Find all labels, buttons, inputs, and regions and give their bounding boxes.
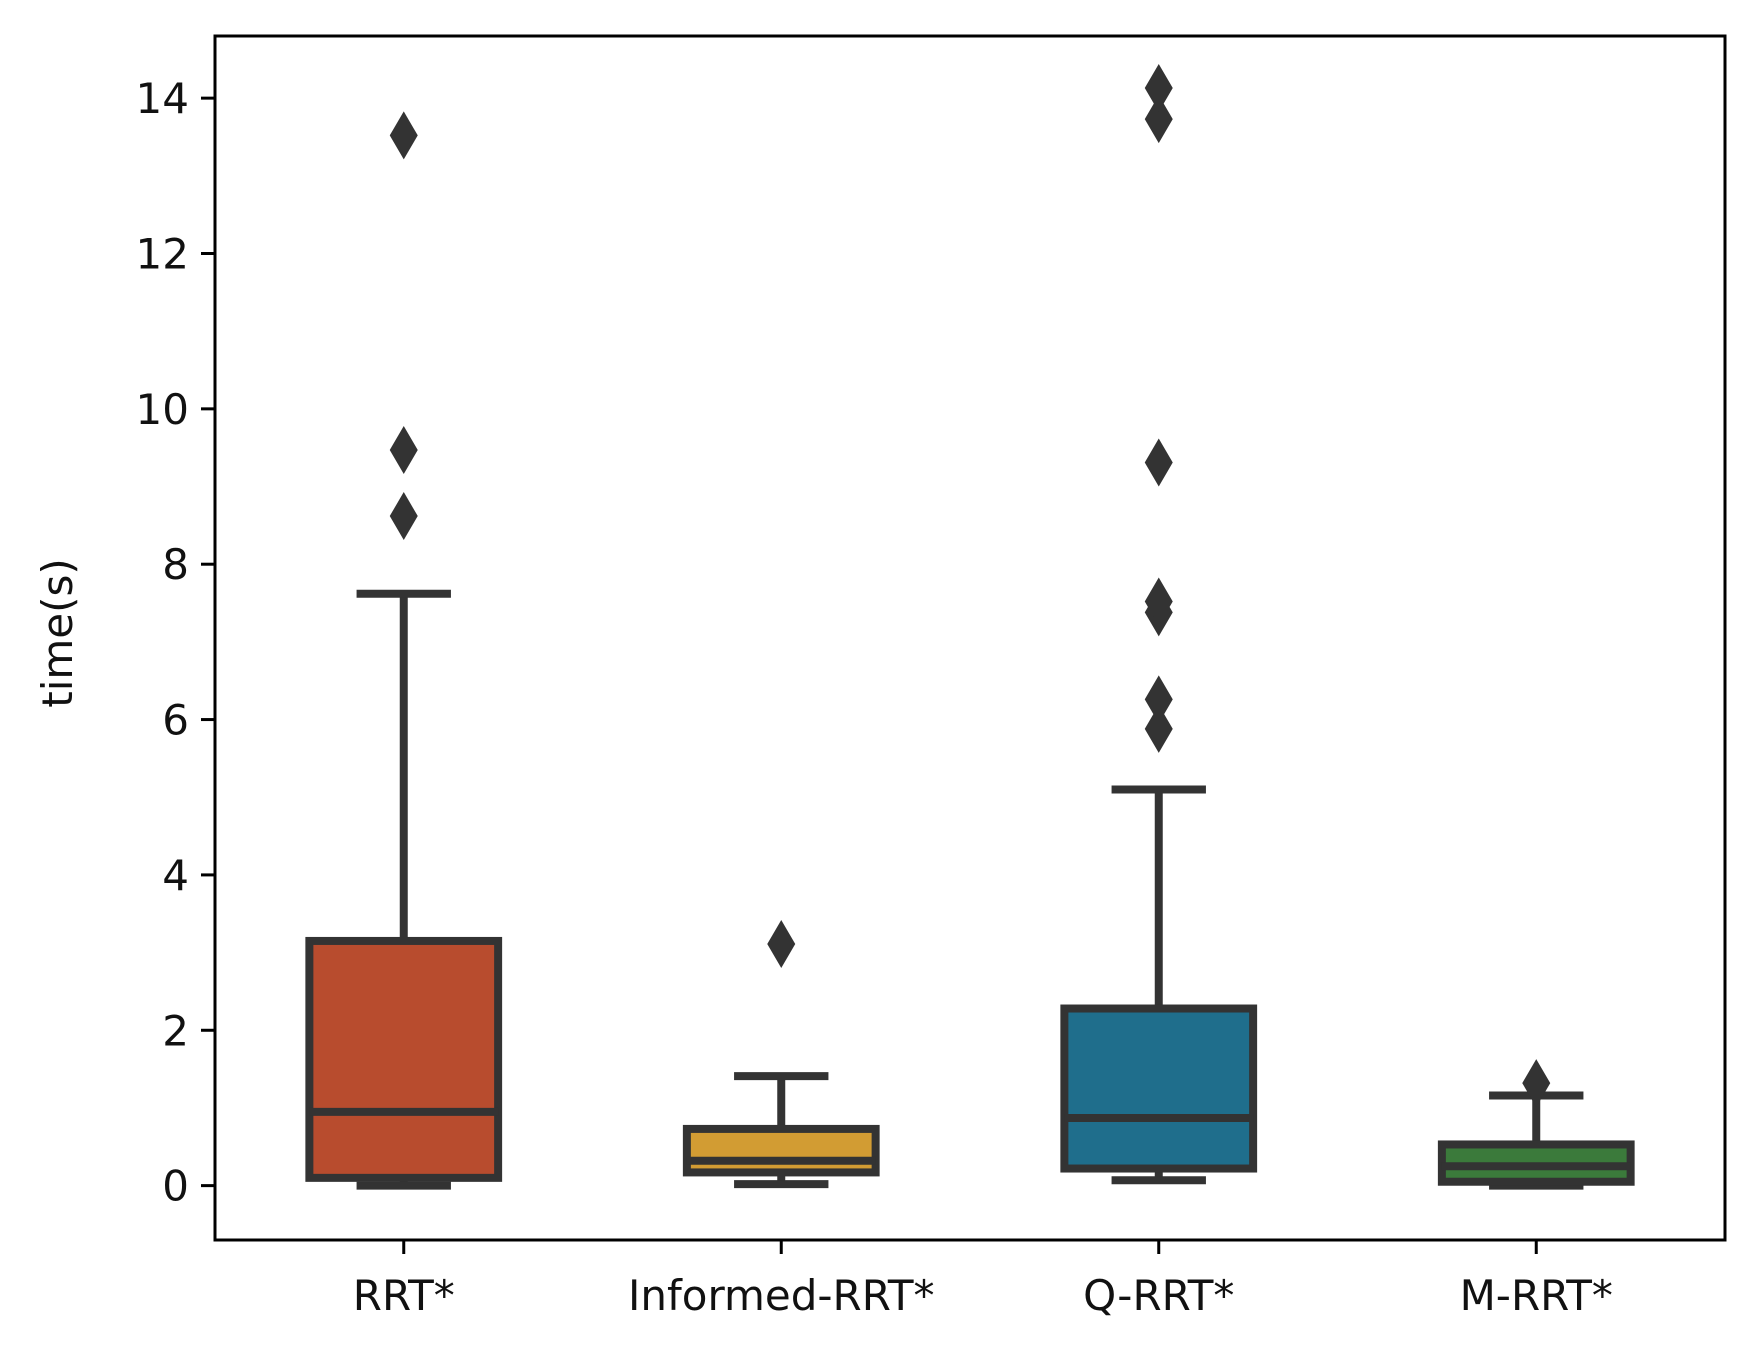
x-tick-label: Q-RRT*	[1083, 1271, 1234, 1320]
y-tick-label: 6	[162, 696, 189, 745]
box-group-3	[1437, 1059, 1635, 1190]
x-tick-label: RRT*	[353, 1271, 455, 1320]
outlier-marker	[1144, 704, 1173, 753]
outlier-marker	[389, 492, 418, 541]
y-tick-label: 14	[136, 74, 189, 123]
outlier-marker	[1144, 95, 1173, 144]
box-group-1	[682, 920, 880, 1189]
x-tick-label: M-RRT*	[1460, 1271, 1613, 1320]
outlier-marker	[1522, 1059, 1551, 1108]
outlier-marker	[767, 920, 796, 969]
outlier-marker	[1144, 438, 1173, 487]
outlier-marker	[1144, 577, 1173, 626]
y-tick-label: 4	[162, 851, 189, 900]
box-group-0	[305, 111, 503, 1190]
y-tick-label: 0	[162, 1162, 189, 1211]
axes: RRT* Informed-RRT* Q-RRT* M-RRT* 0 2 4 6 8 10 12 14	[136, 34, 1727, 1320]
outlier-marker	[1144, 64, 1173, 113]
plot-frame	[213, 34, 1727, 1242]
iqr-box	[1060, 1004, 1258, 1173]
iqr-box	[305, 936, 503, 1182]
outlier-marker	[389, 111, 418, 160]
outlier-marker	[389, 426, 418, 475]
y-tick-label: 12	[136, 229, 189, 278]
y-tick-label: 8	[162, 540, 189, 589]
x-tick-label: Informed-RRT*	[628, 1271, 935, 1320]
y-tick-label: 2	[162, 1006, 189, 1055]
outlier-marker	[1144, 675, 1173, 724]
y-axis-title: time(s)	[33, 558, 82, 708]
iqr-box	[682, 1124, 880, 1177]
plot-area	[305, 64, 1635, 1190]
y-tick-label: 10	[136, 385, 189, 434]
box-group-2	[1060, 64, 1258, 1185]
